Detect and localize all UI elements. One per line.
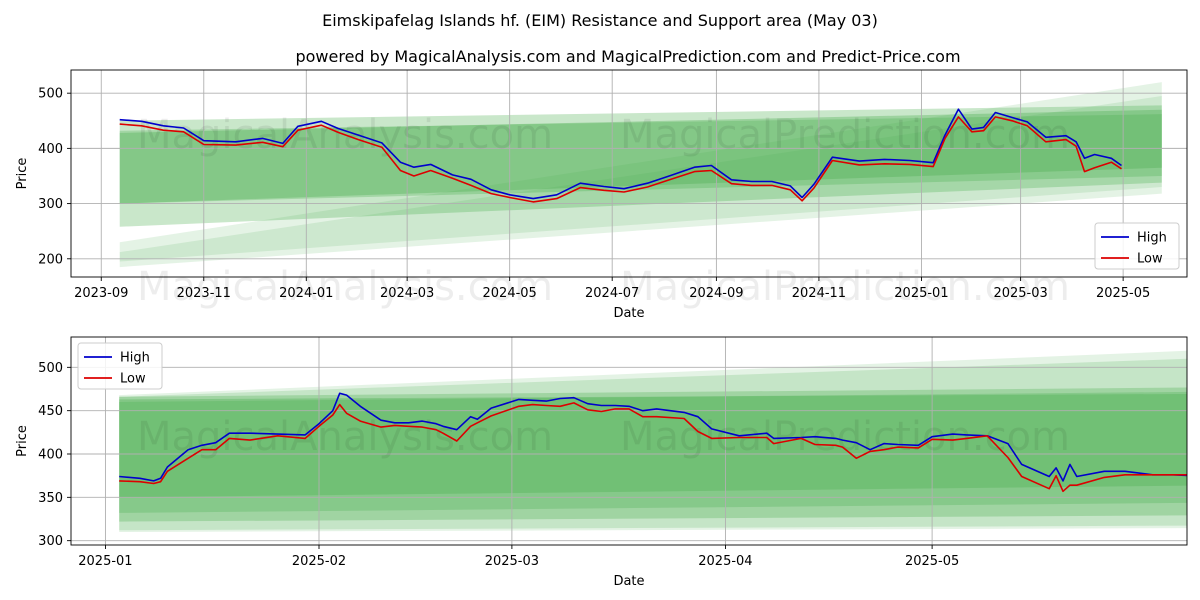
top-price-panel: 2023-09 2023-11 2024-01 2024-03 2024-05 2024-… (15, 69, 1188, 321)
grid-lines (71, 337, 1187, 545)
x-tick-label: 2025-04 (698, 554, 752, 569)
x-tick-label: 2024-09 (689, 286, 743, 301)
x-tick-label: 2024-11 (792, 286, 846, 301)
band-area (119, 391, 1187, 513)
watermark-text: MagicalAnalysis.com (137, 264, 553, 310)
bottom-price-panel: 2025-01 2025-02 2025-03 2025-04 2025-05 300 35… (15, 336, 1188, 589)
watermark-text: MagicalPrediction.com (620, 264, 1070, 310)
x-tick-label: 2025-05 (1096, 286, 1150, 301)
x-tick-label: 2025-03 (993, 286, 1047, 301)
y-tick-label: 350 (38, 491, 63, 506)
watermark-text: MagicalPrediction.com (620, 112, 1070, 158)
grid-lines (71, 70, 1187, 277)
support-resistance-bands (119, 350, 1187, 532)
series-line-high (119, 392, 1187, 482)
legend: High Low (77, 342, 163, 390)
series-line-high (119, 108, 1122, 200)
axes-frame (70, 336, 1188, 546)
legend: High Low (1094, 222, 1180, 270)
y-axis-label: Price (15, 158, 30, 190)
x-tick-label: 2025-01 (78, 554, 132, 569)
price-lines (119, 392, 1187, 493)
band-area (119, 95, 1162, 262)
y-tick-label: 200 (38, 252, 63, 267)
series-line-low (119, 116, 1122, 203)
y-tick-label: 300 (38, 197, 63, 212)
band-area (119, 350, 1187, 532)
x-tick-label: 2024-07 (585, 286, 639, 301)
x-tick-label: 2025-01 (894, 286, 948, 301)
x-tick-label: 2024-05 (483, 286, 537, 301)
x-tick-label: 2023-09 (74, 286, 128, 301)
y-tick-label: 500 (38, 87, 63, 102)
watermark-text: MagicalPrediction.com (620, 414, 1070, 460)
legend-label-low: Low (1137, 252, 1163, 267)
y-tick-label: 500 (38, 361, 63, 376)
watermark-text: MagicalAnalysis.com (137, 414, 553, 460)
band-area (119, 109, 1162, 204)
x-axis-label: Date (613, 306, 644, 321)
y-tick-label: 400 (38, 142, 63, 157)
x-axis-label: Date (613, 574, 644, 589)
band-area (119, 393, 1187, 498)
y-tick-label: 300 (38, 534, 63, 549)
band-area (119, 358, 1187, 531)
y-tick-label: 400 (38, 448, 63, 463)
x-tick-label: 2025-03 (485, 554, 539, 569)
x-tick-label: 2025-05 (905, 554, 959, 569)
legend-label-low: Low (120, 372, 146, 387)
y-axis-label: Price (15, 425, 30, 457)
chart-subtitle: powered by MagicalAnalysis.com and Magic… (295, 47, 960, 66)
x-tick-label: 2023-11 (177, 286, 231, 301)
x-tick-label: 2024-03 (380, 286, 434, 301)
band-area (119, 105, 1162, 204)
chart-title: Eimskipafelag Islands hf. (EIM) Resistan… (322, 11, 878, 30)
legend-label-high: High (120, 351, 150, 366)
legend-label-high: High (1137, 231, 1167, 246)
x-tick-label: 2024-01 (279, 286, 333, 301)
price-lines (119, 108, 1122, 203)
y-tick-label: 450 (38, 404, 63, 419)
support-resistance-bands (119, 82, 1162, 268)
series-line-low (119, 402, 1187, 493)
band-area (119, 82, 1162, 268)
x-tick-label: 2025-02 (292, 554, 346, 569)
axes-frame (70, 69, 1188, 278)
